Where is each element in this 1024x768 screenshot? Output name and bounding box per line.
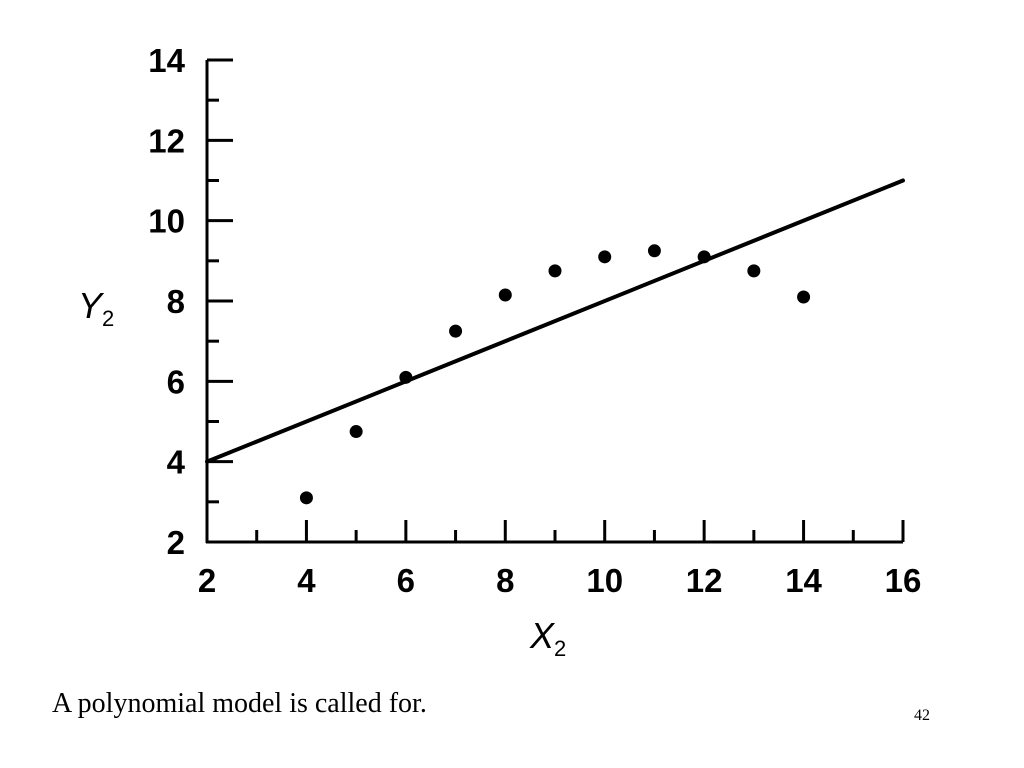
y-tick-label: 8 [167, 283, 185, 320]
data-point [299, 491, 313, 505]
x-tick-label: 4 [297, 562, 316, 599]
x-axis-label-subscript: 2 [554, 636, 566, 661]
page-number: 42 [914, 707, 930, 724]
tick-labels: 2 4 6 8 10 12 14 2 4 6 8 10 12 14 16 [148, 42, 921, 599]
axes [205, 60, 903, 544]
y-tick-label: 2 [167, 524, 185, 561]
fitted-line [205, 178, 905, 464]
data-point [498, 288, 512, 302]
y-tick-label: 6 [167, 363, 185, 400]
x-tick-label: 16 [885, 562, 922, 599]
y-axis-label: Y2 [78, 285, 114, 331]
data-point [449, 324, 463, 338]
data-point [598, 250, 612, 264]
x-tick-label: 8 [496, 562, 514, 599]
data-point [747, 264, 761, 278]
data-point [349, 425, 363, 439]
x-axis-label: X2 [529, 615, 566, 661]
y-axis-label-main: Y [78, 285, 105, 326]
x-axis-label-main: X [529, 615, 556, 656]
ticks [205, 58, 905, 544]
x-tick-label: 10 [586, 562, 623, 599]
data-points [299, 244, 811, 505]
y-axis-label-subscript: 2 [102, 306, 114, 331]
y-tick-label: 10 [148, 203, 185, 240]
y-tick-label: 4 [167, 444, 186, 481]
data-point [399, 370, 413, 384]
data-point [548, 264, 562, 278]
x-tick-label: 2 [198, 562, 216, 599]
x-tick-label: 6 [397, 562, 415, 599]
fit-line-group [205, 178, 905, 464]
slide-caption: A polynomial model is called for. [52, 688, 427, 719]
y-tick-label: 12 [148, 122, 185, 159]
data-point [697, 250, 711, 264]
x-tick-label: 14 [785, 562, 822, 599]
data-point [797, 290, 811, 304]
y-tick-label: 14 [148, 42, 185, 79]
x-tick-label: 12 [686, 562, 723, 599]
data-point [647, 244, 661, 258]
